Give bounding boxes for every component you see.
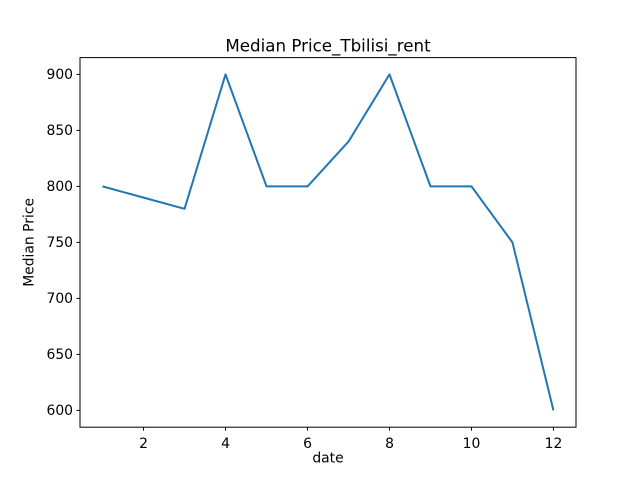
- y-tick-label: 800: [46, 179, 73, 195]
- axis-ticks: 2 4 6 8 10 12 600 650 700 750 800 850 900: [46, 67, 562, 452]
- y-tick-label: 600: [46, 403, 73, 419]
- x-tick-label: 6: [303, 436, 312, 452]
- y-tick-label: 900: [46, 67, 73, 83]
- y-tick-label: 750: [46, 235, 73, 251]
- x-axis-label: date: [312, 451, 343, 467]
- x-tick-label: 10: [463, 436, 481, 452]
- series-line: [102, 73, 555, 411]
- y-tick-label: 700: [46, 291, 73, 307]
- y-tick-label: 650: [46, 347, 73, 363]
- x-tick-label: 4: [221, 436, 230, 452]
- x-tick-label: 12: [545, 436, 563, 452]
- x-tick-label: 2: [139, 436, 148, 452]
- y-axis-label: Median Price: [22, 198, 38, 287]
- x-tick-label: 8: [385, 436, 394, 452]
- chart-title: Median Price_Tbilisi_rent: [225, 36, 431, 57]
- plot-border: [79, 57, 577, 428]
- y-tick-label: 850: [46, 123, 73, 139]
